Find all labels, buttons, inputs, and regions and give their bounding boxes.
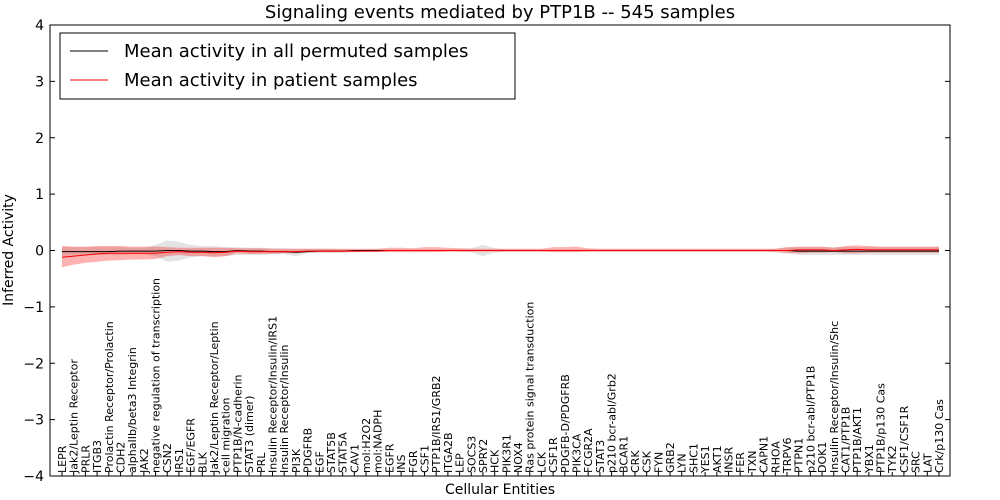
x-tick-label: EGFR <box>383 443 396 473</box>
legend-label-0: Mean activity in all permuted samples <box>124 41 468 62</box>
x-tick-label: PRL <box>255 452 268 473</box>
x-tick-label: p210 bcr-abl/PTP1B <box>804 366 817 473</box>
x-tick-label: BCAR1 <box>617 436 630 473</box>
x-tick-label: CAV1 <box>348 444 361 473</box>
y-tick-label: −4 <box>23 469 44 485</box>
x-tick-label: mol:H2O2 <box>360 418 373 473</box>
x-tick-label: LAT <box>921 453 934 473</box>
x-tick-label: Ras protein signal transduction <box>524 302 537 473</box>
x-tick-label: CAT1/PTP1B <box>840 407 853 473</box>
x-tick-label: PDGFB-D/PDGFRB <box>559 374 572 473</box>
x-tick-label: FCGR2A <box>582 428 595 473</box>
x-tick-label: Prolactin Receptor/Prolactin <box>103 321 116 473</box>
x-tick-label: EGF/EGFR <box>185 418 198 473</box>
y-tick-label: 4 <box>35 18 44 34</box>
y-tick-label: −3 <box>23 413 44 429</box>
legend: Mean activity in all permuted samples Mea… <box>59 32 516 100</box>
y-tick-label: −2 <box>23 356 44 372</box>
x-tick-label: SPRY2 <box>477 439 490 473</box>
x-tick-label: ITGA2B <box>442 432 455 473</box>
x-tick-label: INSR <box>723 447 736 473</box>
x-tick-label: DOK1 <box>816 442 829 473</box>
x-tick-label: alphaIIb/beta3 Integrin <box>126 347 139 473</box>
x-tick-label: EGF <box>313 451 326 473</box>
x-tick-label: STAT3 <box>594 440 607 473</box>
x-tick-label: JAK2 <box>138 448 151 474</box>
y-tick-label: 1 <box>35 187 44 203</box>
x-tick-label: INS <box>395 455 408 473</box>
x-tick-label: PIK3R1 <box>500 434 513 473</box>
x-tick-label: CDH2 <box>115 442 128 473</box>
x-tick-label: BLK <box>196 451 209 473</box>
y-axis-label: Inferred Activity <box>1 194 17 306</box>
x-tick-label: STAT5A <box>337 432 350 473</box>
x-tick-label: CRK <box>629 450 642 473</box>
x-tick-label: YBX1 <box>863 444 876 474</box>
x-tick-label: p210 bcr-abl/Grb2 <box>606 373 619 473</box>
x-tick-label: LEPR <box>56 445 69 473</box>
x-tick-label: ITGB3 <box>91 440 104 473</box>
x-tick-label: PTPN1 <box>793 438 806 473</box>
x-tick-label: Crk/p130 Cas <box>933 399 946 473</box>
x-tick-label: FER <box>734 452 747 473</box>
x-tick-label: Insulin Receptor/Insulin/IRS1 <box>267 316 280 473</box>
x-tick-label: LYN <box>676 453 689 473</box>
chart-title: Signaling events mediated by PTP1B -- 54… <box>265 2 735 23</box>
series-0-band <box>62 240 939 262</box>
x-tick-label: NOX4 <box>512 442 525 473</box>
x-tick-label: STAT5B <box>325 432 338 473</box>
legend-box <box>59 32 516 100</box>
x-tick-label: PTP1B/p130 Cas <box>875 383 888 473</box>
x-tick-label: Jak2/Leptin Receptor <box>68 359 81 474</box>
x-tick-label: PRLR <box>79 445 92 473</box>
x-tick-label: PTP1B/N-cadherin <box>231 374 244 473</box>
x-tick-label: Insulin Receptor/Insulin/Shc <box>828 321 841 473</box>
x-tick-label: Jak2/Leptin Receptor/Leptin <box>208 321 221 474</box>
x-tick-label: YES1 <box>699 445 712 474</box>
x-tick-label: CSK <box>641 450 654 473</box>
x-tick-label: LEP <box>454 453 467 473</box>
x-tick-label: IRS1 <box>173 448 186 473</box>
x-tick-label: SRC <box>910 451 923 473</box>
x-tick-label: SHC1 <box>687 443 700 473</box>
x-tick-label: STAT3 (dimer) <box>243 396 256 473</box>
x-tick-label: CSF1 <box>419 445 432 473</box>
x-tick-label: PTP1B/IRS1/GRB2 <box>430 375 443 473</box>
y-tick-label: −1 <box>23 300 44 316</box>
x-tick-label: Insulin Receptor/Insulin <box>278 344 291 473</box>
x-tick-label: FGR <box>407 450 420 473</box>
x-tick-label: negative regulation of transcription <box>150 278 163 473</box>
x-tick-label: SOCS3 <box>465 436 478 473</box>
x-tick-label: TXN <box>746 451 759 474</box>
x-tick-label: cell migration <box>220 397 233 473</box>
x-tick-label: HCK <box>489 449 502 473</box>
x-tick-label: mol:NADPH <box>372 410 385 473</box>
x-tick-label: CAPN1 <box>758 436 771 473</box>
x-tick-label: CSF1/CSF1R <box>898 405 911 473</box>
series-1-line <box>61 248 939 258</box>
x-tick-label: PDGFRB <box>302 428 315 473</box>
x-tick-label: GRB2 <box>664 442 677 473</box>
x-tick-label: PTP1B/AKT1 <box>851 407 864 473</box>
x-tick-label: CSN2 <box>161 443 174 473</box>
x-tick-label: PI3K <box>290 448 303 473</box>
x-tick-label: LCK <box>535 451 548 473</box>
x-tick-label: TYK2 <box>886 445 899 474</box>
x-axis-label: Cellular Entities <box>445 482 555 498</box>
y-tick-label: 0 <box>35 244 44 260</box>
x-tick-label: TRPV6 <box>781 437 794 474</box>
legend-label-1: Mean activity in patient samples <box>124 70 418 91</box>
x-tick-label: RHOA <box>769 441 782 473</box>
x-tick-label: CSF1R <box>547 437 560 473</box>
y-tick-label: 3 <box>35 74 44 90</box>
x-tick-label: FYN <box>652 452 665 473</box>
x-tick-label: PIK3CA <box>571 433 584 473</box>
y-tick-label: 2 <box>35 131 44 147</box>
x-tick-label: AKT1 <box>711 445 724 473</box>
